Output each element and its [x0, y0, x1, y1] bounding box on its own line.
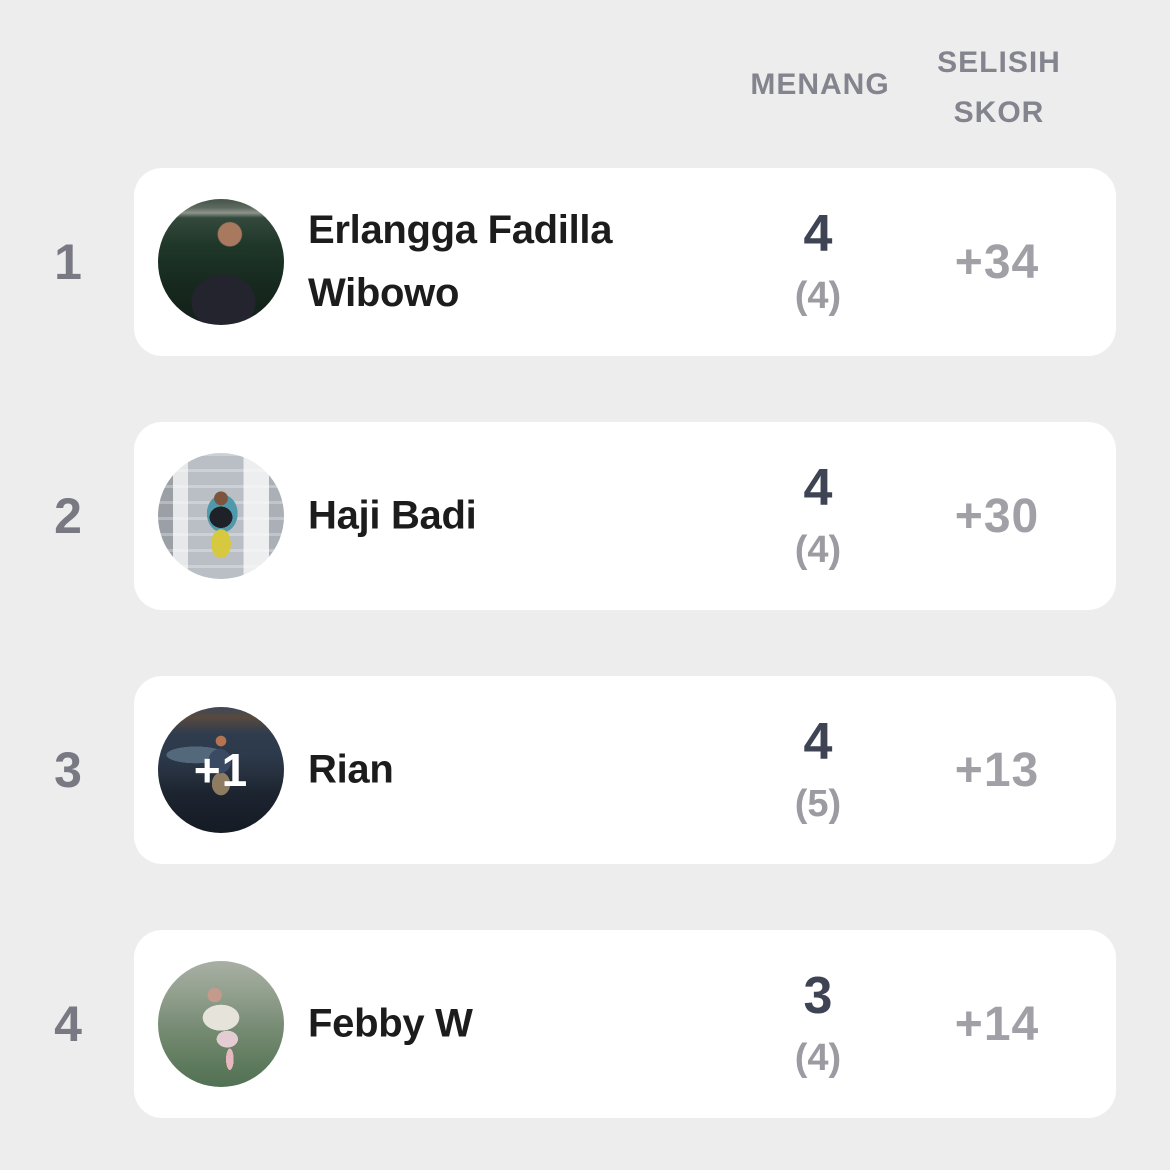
- wins-count: 4: [803, 713, 833, 771]
- score-difference: +34: [954, 235, 1040, 289]
- wins-cell: 3 (4): [738, 930, 898, 1118]
- wins-cell: 4 (4): [738, 422, 898, 610]
- games-played-count: (5): [794, 783, 842, 825]
- avatar-extra-count-label: +1: [193, 744, 249, 796]
- wins-count: 4: [803, 459, 833, 517]
- player-avatar[interactable]: [158, 453, 284, 579]
- games-played-count: (4): [794, 1037, 842, 1079]
- player-name: Haji Badi: [308, 493, 477, 538]
- score-difference: +14: [954, 997, 1040, 1051]
- wins-cell: 4 (5): [738, 676, 898, 864]
- leaderboard-row: 4 Febby W 3 (4) +14: [0, 930, 1170, 1118]
- player-name: Febby W: [308, 1001, 473, 1046]
- rank-number: 1: [54, 234, 82, 290]
- player-name: Erlangga Fadilla Wibowo: [308, 208, 613, 315]
- rank-number: 3: [54, 742, 82, 798]
- score-difference: +30: [954, 489, 1040, 543]
- player-avatar[interactable]: [158, 199, 284, 325]
- rank-number: 4: [54, 996, 82, 1052]
- table-header-row: MENANG SELISIH SKOR: [0, 0, 1170, 168]
- player-card[interactable]: +1 Rian 4 (5) +13: [134, 676, 1116, 864]
- leaderboard-row: 3 +1 Rian 4 (5) +13: [0, 676, 1170, 864]
- games-played-count: (4): [794, 529, 842, 571]
- player-avatar[interactable]: [158, 961, 284, 1087]
- column-header-selisih-skor: SELISIH SKOR: [899, 38, 1099, 138]
- wins-count: 4: [803, 205, 833, 263]
- player-card[interactable]: Febby W 3 (4) +14: [134, 930, 1116, 1118]
- player-card[interactable]: Haji Badi 4 (4) +30: [134, 422, 1116, 610]
- games-played-count: (4): [794, 275, 842, 317]
- column-header-menang: MENANG: [750, 68, 890, 101]
- leaderboard-row: 2 Haji Badi 4 (4) +30: [0, 422, 1170, 610]
- player-avatar[interactable]: +1: [158, 707, 284, 833]
- score-difference: +13: [954, 743, 1040, 797]
- rank-number: 2: [54, 488, 82, 544]
- player-card[interactable]: Erlangga Fadilla Wibowo 4 (4) +34: [134, 168, 1116, 356]
- wins-cell: 4 (4): [738, 168, 898, 356]
- column-header-selisih-line1: SELISIH: [937, 46, 1061, 79]
- column-header-selisih-line2: SKOR: [953, 96, 1045, 129]
- player-name: Rian: [308, 747, 394, 792]
- leaderboard-row: 1 Erlangga Fadilla Wibowo 4 (4) +34: [0, 168, 1170, 356]
- wins-count: 3: [803, 967, 833, 1025]
